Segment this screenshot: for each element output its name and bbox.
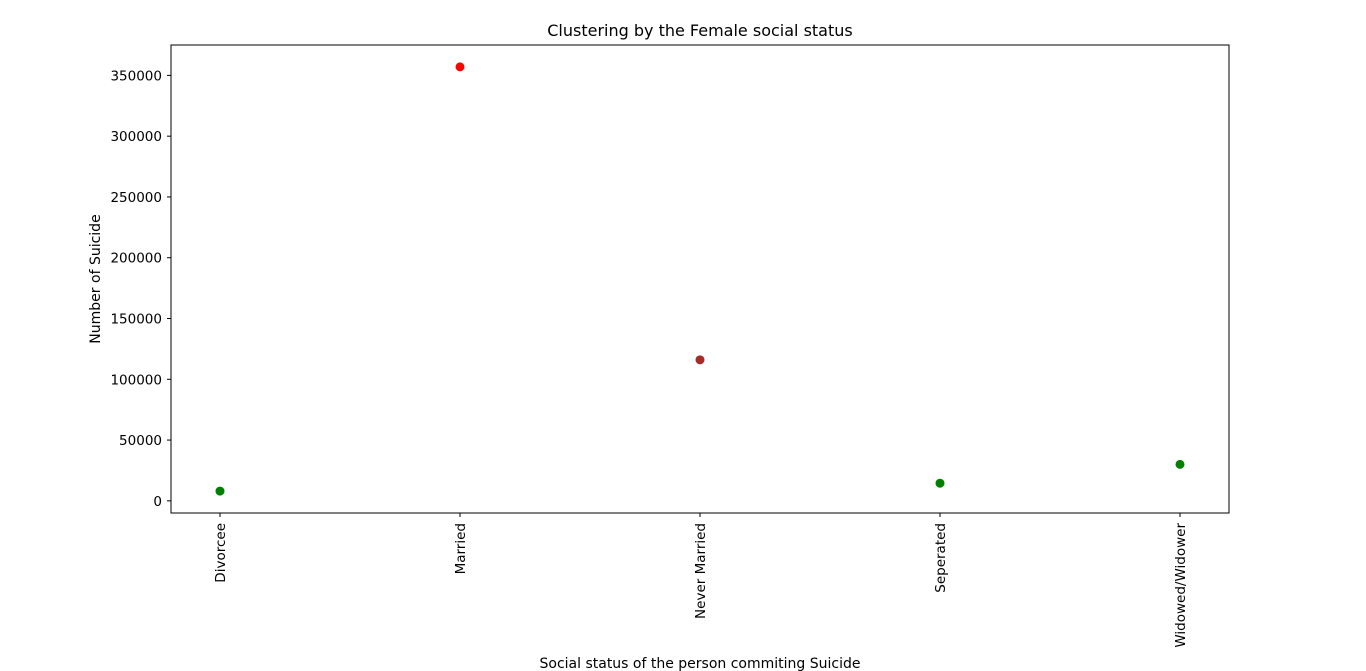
- y-tick-label: 200000: [110, 251, 162, 267]
- data-point: [1175, 459, 1185, 469]
- data-point: [455, 62, 465, 72]
- x-tick-label: Never Married: [693, 523, 709, 619]
- y-tick-label: 150000: [110, 312, 162, 328]
- data-points: [215, 62, 1185, 496]
- y-tick-label: 250000: [110, 190, 162, 206]
- plot-frame: [170, 44, 1230, 514]
- data-point: [935, 478, 945, 488]
- data-point: [215, 486, 225, 496]
- x-tick-label: Widowed/Widower: [1173, 523, 1189, 648]
- plot-background: [171, 45, 1229, 513]
- x-axis-ticks: Divorcee Married Never Married Seperated Wid…: [213, 513, 1189, 648]
- y-tick-label: 50000: [119, 433, 162, 449]
- x-axis-label: Social status of the person commiting Su…: [540, 656, 861, 671]
- data-point: [695, 355, 705, 365]
- y-tick-label: 300000: [110, 129, 162, 145]
- x-tick-label: Divorcee: [213, 523, 229, 583]
- y-tick-label: 100000: [110, 372, 162, 388]
- x-tick-label: Seperated: [933, 523, 949, 593]
- x-tick-label: Married: [453, 523, 469, 574]
- y-tick-label: 0: [153, 494, 162, 510]
- y-axis-label: Number of Suicide: [88, 214, 104, 343]
- chart-title: Clustering by the Female social status: [547, 21, 852, 40]
- y-tick-label: 350000: [110, 68, 162, 84]
- y-axis-ticks: 0 50000 100000 150000 200000 250000 300000 3500…: [110, 68, 171, 510]
